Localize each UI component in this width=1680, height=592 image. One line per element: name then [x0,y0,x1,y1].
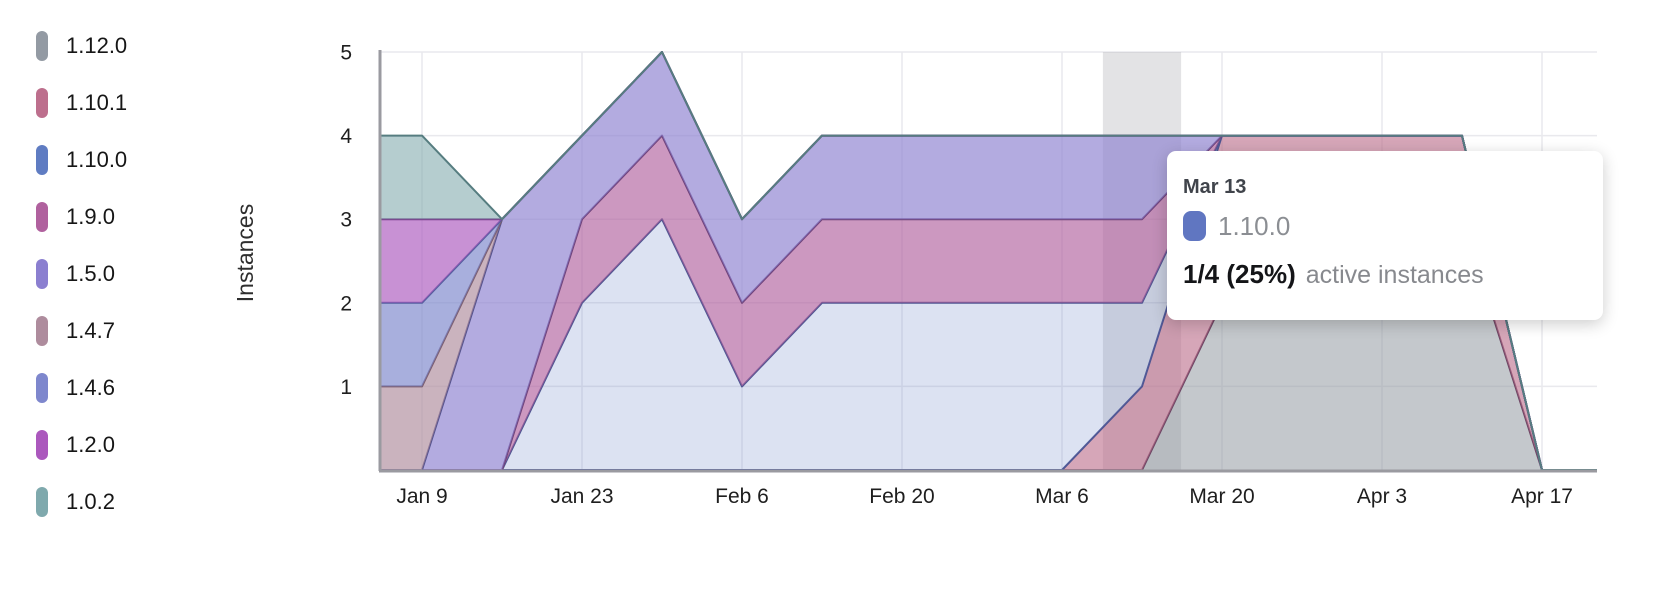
legend-item-label: 1.10.0 [66,147,128,172]
y-tick-label: 2 [340,292,352,315]
legend-item-1.9.0[interactable]: 1.9.0 [36,202,127,232]
legend-item-label: 1.10.1 [66,90,128,115]
legend-item-1.2.0[interactable]: 1.2.0 [36,430,127,460]
y-tick-label: 3 [340,209,352,232]
x-tick-label: Feb 6 [715,485,769,508]
legend-color-pill [36,316,48,346]
tooltip-value-suffix: active instances [1305,261,1484,289]
y-axis-title: Instances [232,203,258,303]
y-tick-label: 1 [340,376,352,399]
chart-legend: 1.12.0 1.10.1 1.10.0 1.9.0 1.5.0 1.4.7 1.4.6 1.… [36,31,127,544]
legend-item-label: 1.2.0 [66,432,115,457]
legend-color-pill [36,373,48,403]
legend-item-label: 1.4.6 [66,375,115,400]
x-tick-label: Feb 20 [869,485,934,508]
legend-color-pill [36,31,48,61]
tooltip-date: Mar 13 [1183,176,1247,198]
legend-item-1.4.7[interactable]: 1.4.7 [36,316,127,346]
tooltip-series-color-icon [1183,211,1206,241]
series-area-1.5.0 [381,52,1597,470]
legend-item-label: 1.9.0 [66,204,115,229]
legend-item-1.10.0[interactable]: 1.10.0 [36,145,127,175]
legend-color-pill [36,487,48,517]
legend-item-1.0.2[interactable]: 1.0.2 [36,487,127,517]
x-tick-label: Jan 23 [550,485,613,508]
legend-item-1.5.0[interactable]: 1.5.0 [36,259,127,289]
legend-color-pill [36,430,48,460]
x-tick-label: Mar 6 [1035,485,1089,508]
y-tick-label: 4 [340,125,352,148]
tooltip-series-name: 1.10.0 [1218,210,1291,241]
series-line-1.0.2 [381,51,1597,471]
axis-tick-labels: 1 2 3 4 5 Jan 9 Jan 23 Feb 6 Feb 20 Mar 6 Mar 20 Ap… [340,42,1573,509]
legend-item-label: 1.0.2 [66,489,115,514]
legend-color-pill [36,259,48,289]
legend-color-pill [36,202,48,232]
x-tick-label: Mar 20 [1189,485,1254,508]
legend-color-pill [36,88,48,118]
legend-item-label: 1.12.0 [66,33,128,58]
series-area-1.9.0 [381,135,1597,470]
legend-item-1.10.1[interactable]: 1.10.1 [36,88,127,118]
x-tick-label: Jan 9 [396,485,447,508]
legend-item-label: 1.4.7 [66,318,115,343]
chart-tooltip: Mar 13 1.10.0 1/4 (25%) active instances [1167,151,1603,320]
x-tick-label: Apr 3 [1357,485,1407,508]
legend-item-1.12.0[interactable]: 1.12.0 [36,31,127,61]
y-tick-label: 5 [340,42,352,65]
legend-color-pill [36,145,48,175]
tooltip-value: 1/4 (25%) [1183,259,1296,289]
legend-item-1.4.6[interactable]: 1.4.6 [36,373,127,403]
x-tick-label: Apr 17 [1511,485,1573,508]
legend-item-label: 1.5.0 [66,261,115,286]
tooltip-series-row: 1.10.0 [1183,211,1587,241]
tooltip-value-row: 1/4 (25%) active instances [1183,259,1587,290]
